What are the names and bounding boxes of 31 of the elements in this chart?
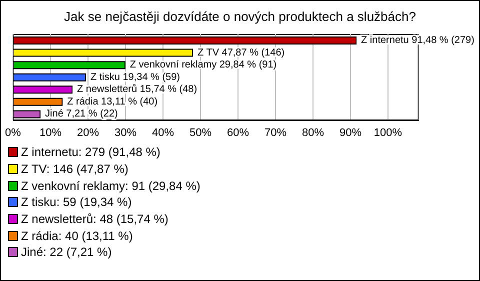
text: Z tisku: 59 (19,34 %) (21, 195, 132, 210)
bar (13, 86, 73, 94)
text: Z TV: 146 (47,87 %) (21, 162, 128, 176)
x-tick-label: 100% (374, 126, 402, 139)
text: Z newsletterů: 48 (15,74 %) (21, 212, 168, 226)
text: Jiné: 22 (7,21 %) (21, 245, 112, 260)
x-tick-label: 90% (339, 126, 362, 139)
text: Z venkovní reklamy: 91 (29,84 %) (21, 178, 200, 193)
x-tick-label: 30% (114, 126, 137, 139)
data-label: Z tisku 19,34 % (59) (90, 72, 180, 83)
x-tick-label: 50% (189, 126, 212, 139)
data-label: Z TV 47,87 % (146) (198, 47, 285, 58)
x-tick-label: 40% (152, 126, 174, 139)
bar (13, 73, 86, 82)
x-tick-label: 70% (264, 126, 287, 139)
data-label: Z rádia 13,11 % (40) (67, 96, 158, 108)
bar (13, 98, 63, 106)
data-label: Z newsletterů 15,74 % (48) (77, 83, 198, 96)
text: Z rádia: 40 (13,11 %) (21, 228, 133, 243)
chart-title: Jak se nejčastěji dozvídáte o nových produktech a službách? (63, 9, 417, 24)
bar (13, 36, 357, 44)
data-label: Jiné 7,21 % (22) (45, 108, 118, 120)
text: Z internetu: 279 (91,48 %) (21, 145, 160, 160)
x-tick-label: 0% (5, 126, 22, 139)
bar (13, 48, 194, 57)
x-tick-label: 10% (39, 126, 62, 139)
x-tick-label: 60% (226, 126, 250, 139)
data-label: Z venkovní reklamy 29,84 % (91) (130, 60, 277, 71)
x-tick-label: 20% (76, 126, 100, 139)
x-tick-label: 80% (302, 126, 324, 139)
bar (13, 61, 126, 70)
